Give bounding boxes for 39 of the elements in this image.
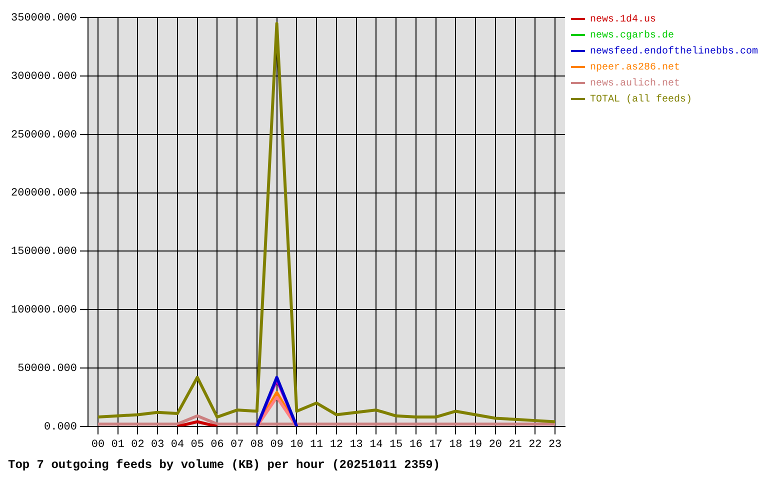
legend-label: npeer.as286.net	[590, 62, 680, 74]
x-tick-label: 18	[449, 438, 462, 451]
x-tick-label: 09	[270, 438, 284, 451]
text: Top 7 outgoing feeds by volume (KB) per hour (20251011 2359)	[8, 458, 440, 472]
x-tick-label: 07	[230, 438, 244, 451]
x-tick-label: 02	[131, 438, 144, 451]
x-tick-label: 11	[310, 438, 324, 451]
x-tick-label: 22	[528, 438, 542, 451]
x-tick-label: 05	[190, 438, 204, 451]
legend-label: news.cgarbs.de	[590, 30, 674, 42]
x-tick-label: 10	[290, 438, 304, 451]
x-tick-label: 04	[170, 438, 184, 451]
y-tick-label: 150000.000	[10, 246, 78, 258]
x-tick-label: 01	[111, 438, 125, 451]
y-tick-label: 350000.000	[10, 12, 78, 25]
y-tick-label: 100000.000	[10, 304, 78, 317]
legend-label: news.1d4.us	[590, 14, 656, 26]
x-tick-label: 16	[409, 438, 423, 451]
x-tick-label: 17	[429, 438, 442, 451]
x-tick-label: 13	[350, 438, 363, 451]
y-tick-label: 250000.000	[10, 129, 78, 142]
x-tick-label: 21	[508, 438, 522, 451]
legend-label: TOTAL (all feeds)	[590, 94, 692, 106]
legend-label: newsfeed.endofthelinebbs.com	[590, 46, 758, 58]
y-tick-label: 200000.000	[10, 188, 78, 200]
y-tick-label: 0.000	[44, 421, 78, 434]
x-tick-label: 15	[389, 438, 403, 451]
x-tick-label: 14	[370, 438, 384, 451]
x-tick-label: 06	[210, 438, 224, 451]
x-tick-label: 23	[548, 438, 562, 451]
y-tick-label: 300000.000	[10, 70, 78, 83]
x-tick-label: 03	[150, 438, 164, 451]
x-tick-label: 08	[250, 438, 264, 451]
x-tick-label: 00	[91, 438, 105, 451]
x-tick-label: 20	[488, 438, 502, 451]
legend-label: news.aulich.net	[590, 78, 680, 90]
x-tick-label: 12	[330, 438, 344, 451]
y-tick-label: 50000.000	[18, 362, 78, 375]
x-tick-label: 19	[468, 438, 482, 451]
